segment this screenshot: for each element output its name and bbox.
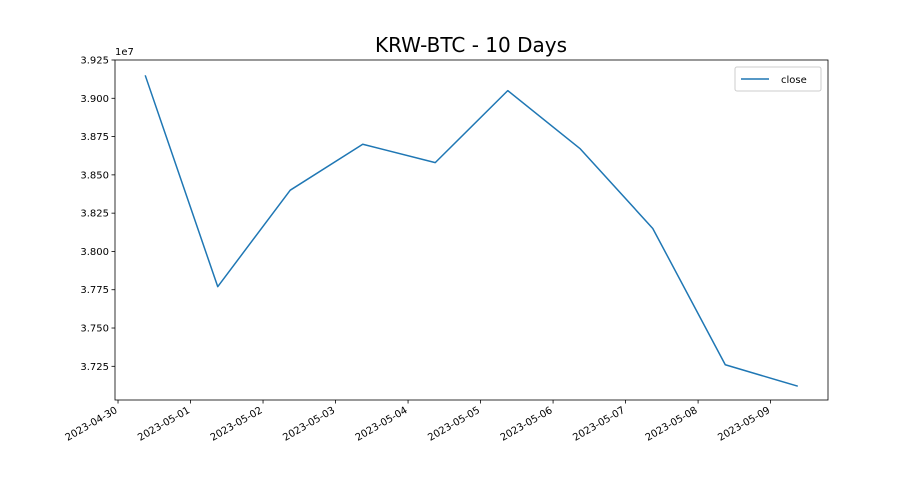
plot-frame: [114, 59, 829, 401]
y-tick-label: 3.900: [80, 94, 109, 105]
x-tick-label: 2023-05-07: [571, 405, 627, 444]
x-tick-label: 2023-05-02: [209, 405, 265, 444]
x-tick-label: 2023-05-05: [426, 405, 482, 444]
x-tick-label: 2023-04-30: [64, 405, 120, 444]
legend-box: [734, 66, 822, 92]
x-tick-label: 2023-05-01: [136, 405, 192, 444]
x-tick-label: 2023-05-06: [499, 405, 555, 444]
y-tick-label: 3.725: [80, 362, 109, 373]
x-tick-label: 2023-05-08: [644, 405, 700, 444]
chart-title: KRW-BTC - 10 Days: [375, 33, 567, 57]
x-tick-label: 2023-05-03: [281, 405, 337, 444]
x-tick-label: 2023-05-04: [354, 405, 410, 444]
y-tick-label: 3.800: [80, 247, 109, 258]
series-line-close: [144, 75, 799, 387]
y-tick-label: 3.850: [80, 170, 109, 181]
x-tick-label: 2023-05-09: [716, 405, 772, 444]
y-tick-label: 3.875: [80, 132, 109, 143]
legend-label: close: [781, 75, 807, 86]
y-tick-label: 3.925: [80, 56, 109, 67]
y-tick-label: 3.750: [80, 324, 109, 335]
y-tick-label: 3.775: [80, 285, 109, 296]
y-offset-text: 1e7: [115, 47, 134, 58]
plot-area: 3.725 3.750 3.775 3.800 3.825 3.850 3.875 3.900…: [64, 56, 829, 444]
y-tick-label: 3.825: [80, 209, 109, 220]
